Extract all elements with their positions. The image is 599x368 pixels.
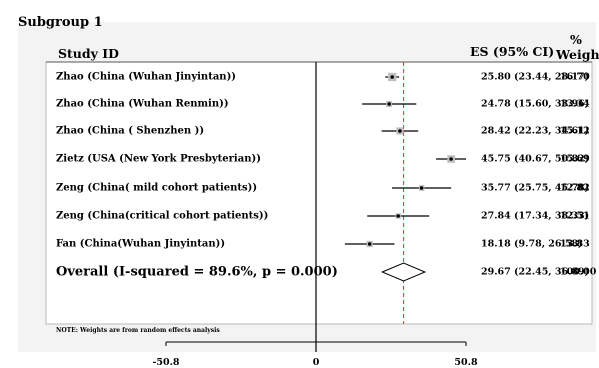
study-weight-4: 12.82 [560,182,590,194]
point-estimate-0 [390,75,394,79]
plot-frame [45,61,593,325]
point-estimate-6 [367,242,372,246]
study-label-6: Fan (China(Wuhan Jinyintan)) [56,238,226,250]
study-es-3: 45.75 (40.67, 50.82) [481,153,590,165]
study-label-3: Zietz (USA (New York Presbyterian)) [56,153,261,165]
subgroup-label: Subgroup 1 [18,15,103,30]
study-es-0: 25.80 (23.44, 28.17) [481,71,590,83]
overall-label: Overall (I-squared = 89.6%, p = 0.000) [56,264,338,280]
study-weight-3: 15.69 [560,153,590,165]
x-tick-label-1: 0 [312,357,320,368]
study-es-5: 27.84 (17.34, 38.33) [481,210,590,222]
header-es: ES (95% CI) [470,44,555,59]
point-estimate-4 [419,186,424,190]
study-es-4: 35.77 (25.75, 45.78) [481,182,590,194]
header-weight-percent: % [570,32,582,47]
forest-plot-panel: Subgroup 1 Study ID ES (95% CI) % Weight… [18,15,599,368]
study-weight-1: 13.34 [560,98,590,110]
x-tick-label-2: 50.8 [454,357,478,368]
study-label-2: Zhao (China ( Shenzhen )) [56,125,205,137]
study-es-2: 28.42 (22.23, 34.61) [481,125,590,137]
x-tick-label-0: -50.8 [152,357,180,368]
study-label-4: Zeng (China( mild cohort patients)) [56,182,258,194]
study-label-1: Zhao (China (Wuhan Renmin)) [56,98,229,110]
point-estimate-1 [387,102,391,106]
footnote: NOTE: Weights are from random effects an… [56,327,220,334]
study-weight-0: 16.70 [560,71,590,83]
overall-weight: 100.00 [560,266,597,278]
study-label-0: Zhao (China (Wuhan Jinyintan)) [56,71,237,83]
study-weight-6: 13.83 [560,238,590,250]
point-estimate-2 [398,129,402,133]
header-weight: Weight [556,47,599,62]
header-study-id: Study ID [58,46,119,61]
overall-es: 29.67 (22.45, 36.89) [481,266,590,278]
forest-plot-svg [45,61,593,352]
study-es-1: 24.78 (15.60, 33.96) [481,98,590,110]
study-label-5: Zeng (China(critical cohort patients)) [56,210,269,222]
study-weight-2: 15.12 [560,125,590,137]
study-weight-5: 12.51 [560,210,590,222]
point-estimate-5 [396,214,401,218]
overall-diamond [381,262,427,282]
study-es-6: 18.18 (9.78, 26.58) [481,238,583,250]
point-estimate-3 [449,157,453,161]
